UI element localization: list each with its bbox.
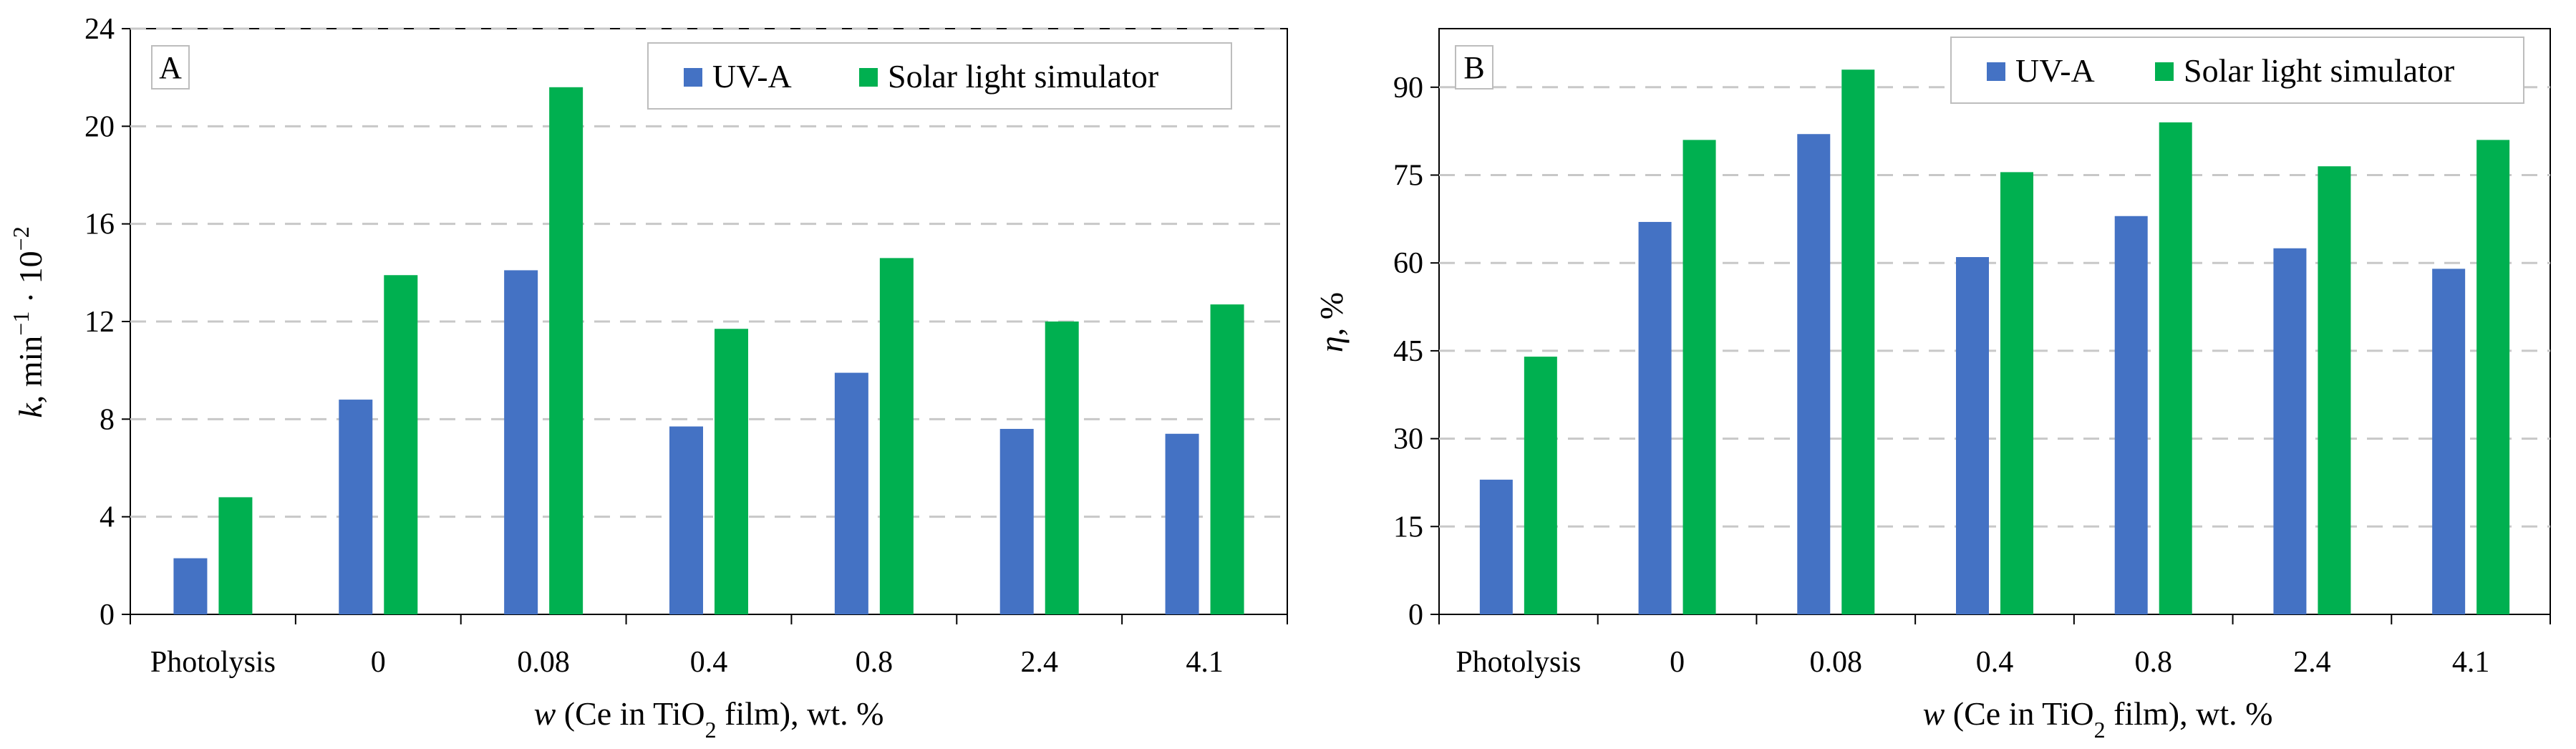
panel-label: A xyxy=(159,50,182,85)
y-axis-sup: −1 xyxy=(8,311,34,336)
x-tick-label: 4.1 xyxy=(1186,646,1224,679)
x-tick-label: 0.8 xyxy=(856,646,894,679)
legend-label-solar: Solar light simulator xyxy=(2184,52,2454,89)
y-axis-text: · 10 xyxy=(12,251,49,311)
legend-box xyxy=(647,42,1232,110)
x-axis-sub: 2 xyxy=(705,717,717,743)
y-tick-label: 24 xyxy=(84,13,115,46)
y-axis-label: η, % xyxy=(1313,292,1350,352)
y-tick-label: 60 xyxy=(1393,247,1423,280)
bar-solar-0-4 xyxy=(2000,172,2033,614)
bar-uva-2-4 xyxy=(999,428,1034,614)
y-tick-label: 75 xyxy=(1393,160,1423,193)
bar-uva-0-4 xyxy=(1956,257,1989,614)
x-tick-label: 0.08 xyxy=(1810,646,1863,679)
panel-label-box xyxy=(151,45,190,90)
y-tick-label: 12 xyxy=(84,306,115,339)
legend-label-uva: UV-A xyxy=(712,58,792,95)
legend: UV-A Solar light simulator xyxy=(647,42,1232,110)
bar-solar-2-4 xyxy=(2318,166,2351,615)
y-tick-label: 0 xyxy=(100,599,115,632)
x-axis-label: w (Ce in TiO2 film), wt. % xyxy=(1923,695,2273,743)
x-tick-label: 2.4 xyxy=(1020,646,1058,679)
bar-solar-0 xyxy=(384,275,418,614)
bar-solar-0-4 xyxy=(715,329,748,614)
y-tick-label: 90 xyxy=(1393,72,1423,105)
x-axis-text: film), wt. % xyxy=(717,695,884,732)
x-tick-label: 0.4 xyxy=(690,646,728,679)
y-tick-label: 20 xyxy=(84,110,115,143)
x-tick-label: 0 xyxy=(1670,646,1685,679)
bar-uva-4-1 xyxy=(2432,269,2466,614)
bar-uva-0-8 xyxy=(2114,216,2148,614)
bar-uva-0 xyxy=(339,400,373,614)
bar-solar-0-8 xyxy=(2159,122,2192,614)
bar-solar-4-1 xyxy=(1210,304,1244,614)
panel-label: B xyxy=(1463,50,1484,85)
x-tick-label: 0 xyxy=(371,646,386,679)
bar-solar-4-1 xyxy=(2476,140,2510,615)
x-tick-label: 0.4 xyxy=(1976,646,2014,679)
bar-solar-photolysis xyxy=(218,497,253,614)
x-axis-text: (Ce in TiO xyxy=(1945,695,2093,732)
legend-swatch-uva xyxy=(684,68,702,87)
panel-label-box xyxy=(1455,45,1493,90)
x-axis-sub: 2 xyxy=(2094,717,2106,743)
y-tick-label: 45 xyxy=(1393,335,1423,368)
legend-label-solar: Solar light simulator xyxy=(888,58,1158,95)
legend-swatch-solar xyxy=(859,68,878,87)
bar-uva-0-08 xyxy=(1797,134,1831,615)
x-tick-label: 0.8 xyxy=(2134,646,2172,679)
legend-box xyxy=(1950,37,2524,104)
x-axis-var: w xyxy=(1923,695,1945,732)
x-tick-label: 0.08 xyxy=(517,646,570,679)
x-tick-label: Photolysis xyxy=(1456,646,1581,679)
y-axis-var: k xyxy=(12,402,49,418)
chart-panel-b: 0 15 30 45 60 75 90 Photolysis 0 0.08 0.4 0.8 2.4 4.1… xyxy=(1313,28,2551,743)
legend-label-uva: UV-A xyxy=(2015,52,2095,89)
x-tick-label: 4.1 xyxy=(2452,646,2490,679)
y-axis-text: , % xyxy=(1313,292,1350,336)
y-tick-label: 4 xyxy=(100,501,115,534)
x-axis-label: w (Ce in TiO2 film), wt. % xyxy=(534,695,884,743)
y-tick-label: 16 xyxy=(84,208,115,241)
bar-uva-photolysis xyxy=(173,558,208,614)
bar-uva-0-08 xyxy=(504,270,538,614)
bar-uva-0 xyxy=(1638,221,1672,614)
x-tick-label: Photolysis xyxy=(150,646,276,679)
bar-solar-photolysis xyxy=(1524,357,1557,614)
bar-uva-4-1 xyxy=(1165,433,1199,614)
bar-solar-2-4 xyxy=(1045,322,1079,614)
y-tick-label: 0 xyxy=(1408,599,1423,632)
y-tick-label: 8 xyxy=(100,403,115,436)
bar-uva-0-8 xyxy=(834,372,868,614)
bar-solar-0-08 xyxy=(1841,69,1875,614)
y-axis-sup: −2 xyxy=(8,226,34,251)
bar-solar-0 xyxy=(1682,140,1716,615)
chart-panel-a: 0 4 8 12 16 20 24 Photolysis 0 0.08 0.4 0.8 2.4 4.1 A U… xyxy=(8,13,1288,743)
y-axis-text: , min xyxy=(12,336,49,404)
legend-swatch-solar xyxy=(2155,62,2174,81)
y-tick-label: 15 xyxy=(1393,511,1423,543)
bar-uva-photolysis xyxy=(1479,479,1513,614)
x-axis-var: w xyxy=(534,695,556,732)
y-axis-label: k, min−1 · 10−2 xyxy=(8,226,49,417)
x-axis-text: (Ce in TiO xyxy=(556,695,704,732)
bar-solar-0-08 xyxy=(549,87,584,615)
legend: UV-A Solar light simulator xyxy=(1950,37,2524,104)
y-axis-var: η xyxy=(1313,336,1350,352)
plot-frame xyxy=(1438,28,2551,615)
x-axis-text: film), wt. % xyxy=(2106,695,2273,732)
y-tick-label: 30 xyxy=(1393,423,1423,456)
legend-swatch-uva xyxy=(1987,62,2005,81)
bar-solar-0-8 xyxy=(879,258,914,614)
x-tick-label: 2.4 xyxy=(2293,646,2331,679)
bar-uva-0-4 xyxy=(669,426,703,614)
bar-uva-2-4 xyxy=(2273,248,2307,614)
